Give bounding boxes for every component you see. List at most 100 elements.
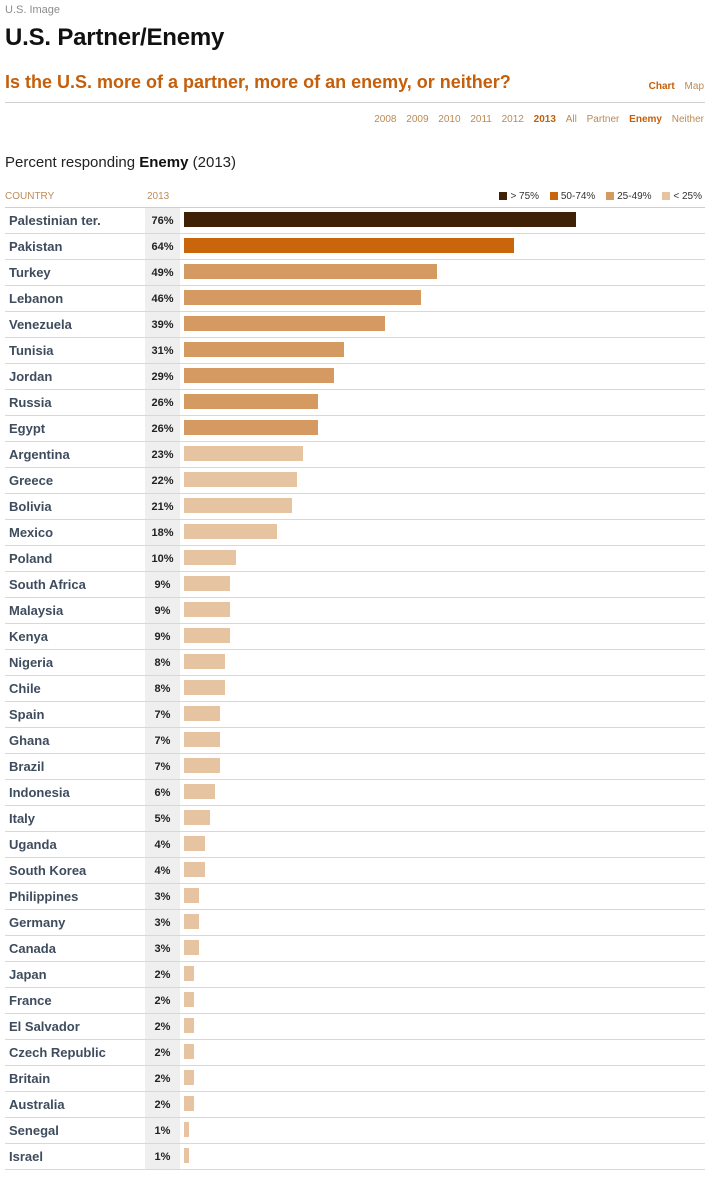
- bar: [184, 784, 215, 799]
- value-label: 7%: [154, 709, 171, 721]
- filter-2010[interactable]: 2010: [438, 114, 461, 125]
- bar: [184, 1044, 194, 1059]
- value-label: 21%: [151, 501, 174, 513]
- country-label: Philippines: [9, 889, 79, 904]
- value-label: 2%: [154, 1099, 171, 1111]
- value-label: 31%: [151, 345, 174, 357]
- table-row: Lebanon 46%: [5, 286, 705, 312]
- bar: [184, 966, 194, 981]
- country-label: Senegal: [9, 1123, 59, 1138]
- value-label: 18%: [151, 527, 174, 539]
- filter-2011[interactable]: 2011: [470, 114, 492, 125]
- legend-item: 50-74%: [549, 191, 595, 202]
- table-row: El Salvador 2%: [5, 1014, 705, 1040]
- legend-label: 25-49%: [617, 191, 652, 202]
- value-label: 7%: [154, 735, 171, 747]
- value-label: 6%: [154, 787, 171, 799]
- bar: [184, 420, 318, 435]
- value-label: 2%: [154, 995, 171, 1007]
- value-label: 5%: [154, 813, 171, 825]
- filter-2013[interactable]: 2013: [533, 114, 556, 125]
- table-row: Ghana 7%: [5, 728, 705, 754]
- filter-2012[interactable]: 2012: [501, 114, 524, 125]
- divider: [5, 102, 705, 103]
- country-label: Argentina: [9, 447, 70, 462]
- value-label: 2%: [154, 1073, 171, 1085]
- table-row: Australia 2%: [5, 1092, 705, 1118]
- table-row: Spain 7%: [5, 702, 705, 728]
- breadcrumb[interactable]: U.S. Image: [5, 4, 61, 16]
- table-row: Indonesia 6%: [5, 780, 705, 806]
- value-label: 49%: [151, 267, 174, 279]
- value-label: 2%: [154, 1021, 171, 1033]
- table-row: Britain 2%: [5, 1066, 705, 1092]
- table-row: Philippines 3%: [5, 884, 705, 910]
- value-label: 26%: [151, 397, 174, 409]
- country-label: Spain: [9, 707, 45, 722]
- year-column-header[interactable]: 2013: [147, 191, 170, 202]
- country-column-header[interactable]: COUNTRY: [5, 191, 55, 202]
- table-row: Pakistan 64%: [5, 234, 705, 260]
- divider: [5, 207, 705, 208]
- filter-enemy[interactable]: Enemy: [629, 114, 662, 125]
- value-label: 3%: [154, 917, 171, 929]
- filter-2009[interactable]: 2009: [406, 114, 429, 125]
- filter-2008[interactable]: 2008: [374, 114, 397, 125]
- bar: [184, 758, 220, 773]
- country-label: Tunisia: [9, 343, 54, 358]
- bar: [184, 238, 514, 253]
- legend-label: < 25%: [673, 191, 702, 202]
- page-title: U.S. Partner/Enemy: [5, 24, 225, 51]
- country-label: Turkey: [9, 265, 51, 280]
- table-row: Tunisia 31%: [5, 338, 705, 364]
- country-label: France: [9, 993, 52, 1008]
- bar: [184, 524, 277, 539]
- country-label: El Salvador: [9, 1019, 80, 1034]
- legend-swatch: [606, 192, 615, 200]
- table-row: Germany 3%: [5, 910, 705, 936]
- table-row: Czech Republic 2%: [5, 1040, 705, 1066]
- country-label: Venezuela: [9, 317, 72, 332]
- country-label: Canada: [9, 941, 56, 956]
- table-row: Palestinian ter. 76%: [5, 208, 705, 234]
- bar: [184, 680, 225, 695]
- survey-question: Is the U.S. more of a partner, more of a…: [5, 72, 511, 92]
- country-label: Italy: [9, 811, 36, 826]
- filter-neither[interactable]: Neither: [671, 114, 704, 125]
- subtitle-prefix: Percent responding: [5, 154, 140, 171]
- table-row: Poland 10%: [5, 546, 705, 572]
- table-row: Venezuela 39%: [5, 312, 705, 338]
- value-column-background: [145, 208, 180, 1170]
- country-label: Britain: [9, 1071, 51, 1086]
- table-row: Turkey 49%: [5, 260, 705, 286]
- chart-view-link[interactable]: Chart: [648, 81, 675, 92]
- value-label: 4%: [154, 865, 171, 877]
- value-label: 64%: [151, 241, 174, 253]
- bar: [184, 342, 344, 357]
- value-label: 10%: [151, 553, 174, 565]
- table-row: Chile 8%: [5, 676, 705, 702]
- legend-item: < 25%: [662, 191, 702, 202]
- table-row: Egypt 26%: [5, 416, 705, 442]
- bar: [184, 810, 210, 825]
- bar: [184, 368, 334, 383]
- table-row: Senegal 1%: [5, 1118, 705, 1144]
- bar: [184, 212, 576, 227]
- legend-item: > 75%: [499, 191, 539, 202]
- filter-all[interactable]: All: [565, 114, 577, 125]
- map-view-link[interactable]: Map: [684, 81, 704, 92]
- value-label: 9%: [154, 631, 171, 643]
- bar: [184, 290, 421, 305]
- value-label: 1%: [154, 1151, 171, 1163]
- table-row: Japan 2%: [5, 962, 705, 988]
- bar: [184, 914, 199, 929]
- bar: [184, 316, 385, 331]
- table-row: Bolivia 21%: [5, 494, 705, 520]
- table-row: Nigeria 8%: [5, 650, 705, 676]
- bar: [184, 602, 230, 617]
- value-label: 29%: [151, 371, 174, 383]
- legend-swatch: [549, 192, 558, 200]
- country-label: Jordan: [9, 369, 53, 384]
- filter-partner[interactable]: Partner: [586, 114, 620, 125]
- bar: [184, 264, 437, 279]
